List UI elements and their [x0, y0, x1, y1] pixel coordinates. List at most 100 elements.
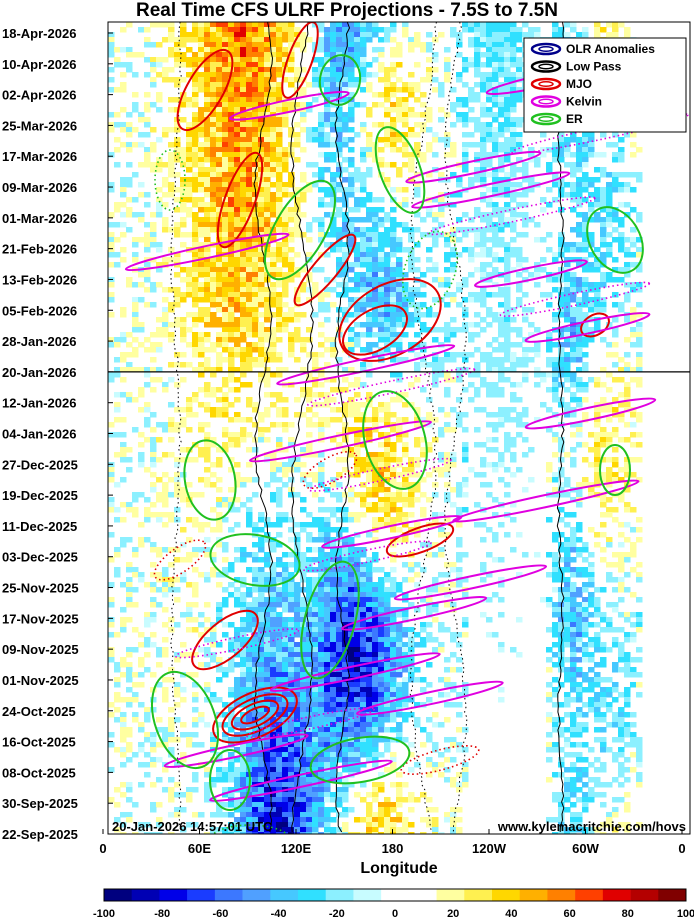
- colorbar-swatch: [242, 889, 271, 901]
- x-tick-label: 120W: [472, 841, 507, 856]
- mjo-contour: [212, 686, 298, 744]
- mjo-contour: [176, 49, 234, 131]
- legend-swatch: [530, 112, 562, 126]
- y-tick-label: 05-Feb-2026: [2, 303, 77, 318]
- kelvin-contour: [524, 312, 651, 343]
- kelvin-contour: [307, 367, 476, 407]
- colorbar-swatch: [575, 889, 604, 901]
- y-tick-label: 10-Apr-2026: [2, 57, 76, 72]
- colorbar-swatch: [658, 889, 687, 901]
- y-tick-label: 25-Nov-2025: [2, 581, 79, 596]
- colorbar-tick-label: -20: [329, 908, 345, 920]
- legend-swatch: [530, 42, 562, 56]
- legend-swatch-inner: [538, 116, 554, 122]
- y-tick-label: 12-Jan-2026: [2, 396, 76, 411]
- legend-label: OLR Anomalies: [566, 42, 655, 56]
- kelvin-contour: [248, 420, 432, 463]
- er-contour: [209, 533, 301, 587]
- colorbar-tick-label: 60: [563, 908, 575, 920]
- kelvin-contour: [393, 564, 548, 601]
- low-pass-contour: [290, 22, 314, 833]
- er-contour: [209, 749, 251, 811]
- legend-swatch: [530, 77, 562, 91]
- kelvin-contour: [474, 259, 588, 288]
- kelvin-contour: [356, 680, 504, 716]
- y-tick-label: 22-Sep-2025: [2, 827, 78, 842]
- er-contour: [154, 149, 186, 211]
- y-tick-label: 16-Oct-2025: [2, 735, 76, 750]
- wave-filter-contours: [124, 22, 689, 834]
- y-tick-label: 13-Feb-2026: [2, 272, 77, 287]
- er-contour: [599, 444, 631, 496]
- y-tick-label: 03-Dec-2025: [2, 550, 78, 565]
- er-contour: [183, 439, 237, 521]
- er-contour: [362, 390, 428, 490]
- legend-label: MJO: [566, 77, 592, 91]
- y-tick-label: 11-Dec-2025: [2, 519, 77, 534]
- kelvin-contour: [308, 457, 452, 492]
- colorbar-tick-label: -80: [154, 908, 170, 920]
- colorbar-tick-label: 0: [392, 908, 398, 920]
- mjo-contour: [385, 522, 455, 558]
- x-axis-ticks: 0 60E 120E 180 120W 60W 0: [99, 829, 686, 856]
- colorbar-tick-label: 100: [677, 908, 694, 920]
- legend-label: Kelvin: [566, 95, 602, 109]
- mjo-contour: [191, 609, 259, 671]
- er-contour: [264, 179, 336, 281]
- colorbar-tick-label: 80: [622, 908, 634, 920]
- legend-swatch-inner: [538, 63, 554, 70]
- er-contour: [586, 206, 644, 274]
- y-tick-label: 28-Jan-2026: [2, 334, 76, 349]
- y-tick-label: 09-Nov-2025: [2, 642, 79, 657]
- kelvin-contour: [427, 196, 596, 236]
- kelvin-contour: [209, 759, 393, 802]
- legend-swatch-inner: [538, 98, 554, 105]
- er-contour: [151, 670, 219, 770]
- timestamp-label: 20-Jan-2026 14:57:01 UTC: [112, 819, 273, 834]
- kelvin-contour: [174, 628, 300, 659]
- kelvin-contour: [411, 171, 571, 209]
- legend-swatch-inner: [538, 46, 554, 52]
- mjo-contour: [216, 151, 264, 249]
- y-tick-label: 08-Oct-2025: [2, 765, 76, 780]
- y-axis-ticks: 18-Apr-2026 10-Apr-2026 02-Apr-2026 25-Mar-…: [2, 26, 113, 842]
- y-tick-label: 18-Apr-2026: [2, 26, 76, 41]
- mjo-contour: [240, 705, 270, 725]
- y-tick-label: 04-Jan-2026: [2, 427, 76, 442]
- er-contour: [318, 54, 362, 106]
- y-tick-label: 27-Dec-2025: [2, 457, 78, 472]
- colorbar-swatch: [104, 889, 133, 901]
- colorbar-swatch: [187, 889, 216, 901]
- colorbar-swatch: [436, 889, 465, 901]
- kelvin-contour: [269, 652, 441, 692]
- y-tick-label: 17-Nov-2025: [2, 611, 79, 626]
- mjo-contour: [302, 450, 358, 490]
- colorbar-tick-label: 20: [447, 908, 459, 920]
- colorbar-tick-label: -100: [93, 908, 115, 920]
- colorbar-swatch: [408, 889, 437, 901]
- legend-swatch-inner: [538, 81, 554, 87]
- colorbar-tick-label: 40: [505, 908, 517, 920]
- er-contour: [402, 230, 458, 310]
- colorbar-swatch: [464, 889, 493, 901]
- colorbar-swatch: [547, 889, 576, 901]
- legend-swatch: [530, 95, 562, 108]
- legend-label: ER: [566, 112, 583, 126]
- er-contour: [309, 735, 411, 785]
- mjo-contour: [153, 539, 207, 581]
- x-tick-label: 120E: [281, 841, 312, 856]
- plot-frame: [107, 21, 691, 835]
- chart-title: Real Time CFS ULRF Projections - 7.5S to…: [136, 0, 558, 21]
- y-tick-label: 24-Oct-2025: [2, 704, 76, 719]
- colorbar-tick-label: -40: [271, 908, 287, 920]
- er-contour: [300, 560, 360, 680]
- mjo-contour: [342, 304, 408, 356]
- kelvin-contour: [163, 733, 309, 769]
- legend: OLR Anomalies Low Pass MJO Kelvin ER: [523, 37, 687, 133]
- kelvin-contour: [124, 232, 290, 272]
- kelvin-contour: [405, 150, 542, 184]
- colorbar-swatch: [353, 889, 382, 901]
- colorbar-swatch: [214, 889, 243, 901]
- y-tick-label: 30-Sep-2025: [2, 796, 78, 811]
- y-tick-label: 01-Nov-2025: [2, 673, 79, 688]
